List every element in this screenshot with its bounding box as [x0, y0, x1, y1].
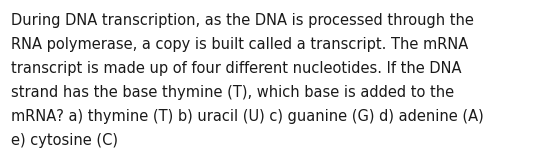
Text: mRNA? a) thymine (T) b) uracil (U) c) guanine (G) d) adenine (A): mRNA? a) thymine (T) b) uracil (U) c) gu…	[11, 109, 484, 124]
Text: transcript is made up of four different nucleotides. If the DNA: transcript is made up of four different …	[11, 61, 461, 76]
Text: e) cytosine (C): e) cytosine (C)	[11, 133, 118, 148]
Text: RNA polymerase, a copy is built called a transcript. The mRNA: RNA polymerase, a copy is built called a…	[11, 37, 468, 52]
Text: During DNA transcription, as the DNA is processed through the: During DNA transcription, as the DNA is …	[11, 13, 474, 28]
Text: strand has the base thymine (T), which base is added to the: strand has the base thymine (T), which b…	[11, 85, 454, 100]
